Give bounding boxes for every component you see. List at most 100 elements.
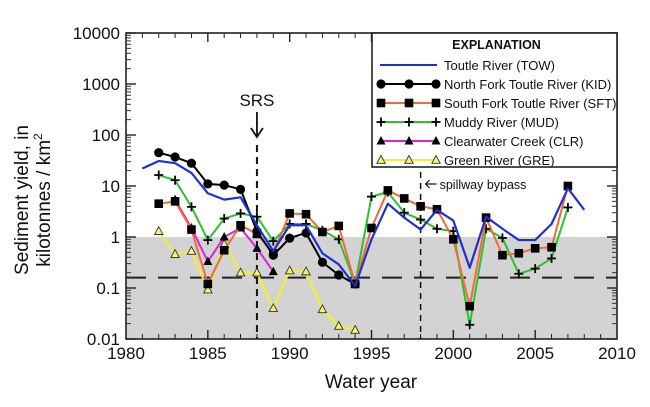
y-tick-label: 0.1: [96, 279, 120, 298]
spillway-bypass-label: spillway bypass: [440, 178, 527, 192]
data-point: [547, 253, 557, 263]
data-point: [154, 148, 164, 158]
legend-item: South Fork Toutle River (SFT): [376, 96, 616, 111]
data-point: [465, 301, 474, 311]
legend-item: Green River (GRE): [376, 153, 555, 168]
data-point: [170, 152, 180, 162]
legend-marker: [404, 117, 414, 127]
data-point: [399, 208, 409, 218]
legend-label: North Fork Toutle River (KID): [444, 77, 611, 92]
legend-label: Green River (GRE): [444, 153, 555, 168]
data-point: [301, 266, 311, 276]
data-point: [317, 257, 327, 267]
data-point: [383, 186, 393, 195]
legend-marker: [431, 117, 441, 127]
data-point: [186, 158, 197, 168]
data-point: [498, 250, 507, 260]
data-point: [187, 225, 196, 234]
legend-item: Toutle River (TOW): [380, 58, 555, 73]
legend-item: North Fork Toutle River (KID): [376, 77, 611, 92]
data-point: [268, 302, 279, 313]
data-point: [236, 208, 246, 218]
data-point: [465, 320, 475, 330]
shaded-band: [126, 237, 617, 339]
x-tick-label: 1990: [271, 344, 309, 363]
data-point: [367, 223, 376, 233]
y-tick-label: 0.01: [87, 330, 120, 349]
spillway-arrow-head-icon: [424, 179, 431, 189]
data-point: [514, 269, 524, 279]
legend-label: Muddy River (MUD): [444, 115, 559, 130]
legend-marker: [431, 98, 441, 108]
y-tick-label: 1000: [82, 75, 120, 94]
data-point: [203, 279, 213, 289]
data-point: [236, 220, 245, 230]
data-point: [563, 181, 573, 191]
data-point: [367, 192, 376, 202]
data-point: [284, 265, 295, 275]
legend-marker: [376, 98, 386, 108]
data-point: [268, 236, 278, 246]
data-point: [497, 233, 507, 243]
data-point: [203, 256, 213, 266]
y-axis-label-superscript: 2: [31, 133, 45, 140]
srs-arrow-head-icon: [250, 127, 264, 139]
plot-background: [126, 237, 617, 339]
x-tick-label: 2005: [516, 344, 554, 363]
data-point: [563, 202, 573, 212]
data-point: [268, 250, 278, 260]
data-point: [252, 243, 262, 252]
x-tick-label: 1985: [189, 344, 227, 363]
data-point: [333, 320, 344, 330]
data-point: [530, 264, 540, 274]
data-point: [318, 227, 327, 237]
data-point: [285, 209, 294, 218]
data-point: [514, 248, 524, 258]
data-point: [530, 244, 540, 253]
legend-marker: [431, 154, 441, 164]
data-point: [219, 214, 229, 224]
data-point: [219, 245, 229, 255]
data-point: [154, 170, 164, 180]
data-point: [334, 221, 344, 231]
data-point: [416, 215, 426, 225]
data-point: [416, 201, 425, 211]
data-point: [317, 303, 328, 314]
reference-layer: SRS spillway bypass: [126, 91, 617, 339]
y-tick-label: 1: [111, 228, 120, 247]
x-tick-label: 1995: [353, 344, 391, 363]
data-point: [252, 212, 262, 222]
data-point: [350, 324, 361, 334]
legend-marker: [404, 136, 414, 145]
data-point: [186, 245, 197, 255]
legend-marker: [404, 98, 414, 108]
legend-marker: [404, 154, 414, 164]
y-axis-label-line1: Sediment yield, in: [12, 125, 33, 275]
data-point: [202, 284, 213, 294]
y-tick-label: 10: [101, 177, 120, 196]
legend-marker: [376, 117, 386, 127]
legend-item: Clearwater Creek (CLR): [376, 134, 583, 149]
legend-marker: [376, 79, 386, 89]
data-point: [153, 225, 164, 235]
data-point: [154, 199, 164, 208]
legend-label: South Fork Toutle River (SFT): [444, 96, 616, 111]
data-point: [547, 242, 556, 252]
data-point: [170, 197, 180, 206]
legend-marker: [431, 136, 441, 145]
legend-marker: [404, 79, 414, 89]
y-axis-label-unit: kilotonnes / km: [34, 140, 55, 267]
data-point: [399, 194, 409, 203]
data-point: [285, 233, 295, 243]
x-axis-label: Water year: [325, 372, 418, 393]
data-point: [235, 184, 246, 194]
data-point: [334, 270, 344, 280]
data-point: [449, 235, 458, 244]
data-point: [301, 209, 311, 219]
legend: EXPLANATION Toutle River (TOW) North Fork …: [371, 32, 618, 168]
axes-layer: 0.01 0.1 1 10 100 1000 10000 1980 1985 1990 1995 20…: [73, 24, 636, 363]
x-tick-label: 2010: [598, 344, 636, 363]
data-point: [251, 267, 262, 277]
y-tick-label: 100: [92, 126, 120, 145]
